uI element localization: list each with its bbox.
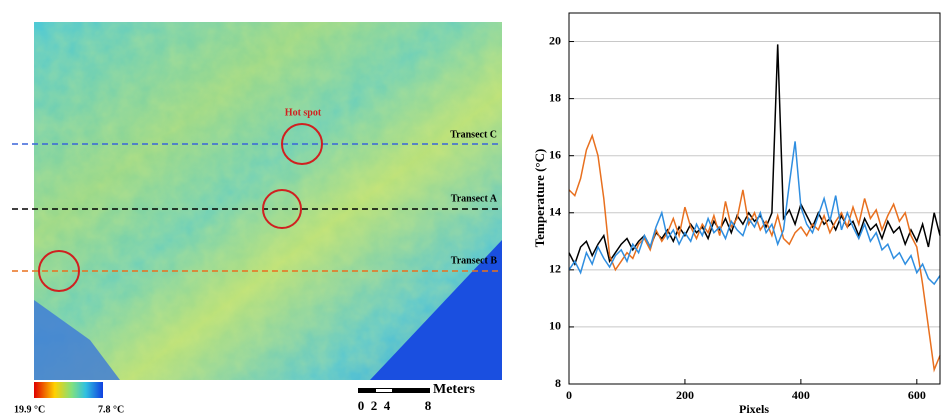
colorbar-label: 7.8 °C bbox=[98, 404, 124, 415]
y-tick-label: 14 bbox=[549, 205, 561, 219]
hot-spot-circle bbox=[38, 250, 80, 292]
y-tick-label: 20 bbox=[549, 33, 561, 47]
scale-tick: 0 bbox=[358, 398, 365, 413]
x-tick-label: 400 bbox=[792, 388, 810, 402]
x-axis-label: Pixels bbox=[739, 402, 769, 416]
y-axis-label: Temperature (°C) bbox=[532, 149, 547, 248]
scale-tick: 8 bbox=[425, 398, 432, 413]
hot-spot-circle bbox=[262, 189, 302, 229]
transect-label: Transect A bbox=[451, 193, 498, 204]
y-tick-label: 18 bbox=[549, 90, 561, 104]
plot-frame bbox=[568, 12, 941, 385]
line-series bbox=[568, 133, 941, 373]
x-tick-label: 0 bbox=[566, 388, 572, 402]
scale-unit: Meters bbox=[433, 382, 476, 397]
colorbar-label: 19.9 °C bbox=[14, 404, 45, 415]
y-tick-label: 16 bbox=[549, 147, 561, 161]
line-series bbox=[568, 141, 941, 286]
y-tick-label: 10 bbox=[549, 319, 561, 333]
line-series bbox=[568, 44, 941, 267]
transect-label: Transect C bbox=[450, 129, 497, 140]
colorbar bbox=[34, 382, 103, 398]
y-tick-label: 8 bbox=[555, 376, 561, 390]
scale-tick: 4 bbox=[384, 398, 391, 413]
hot-spot-circle bbox=[281, 123, 323, 165]
x-tick-label: 600 bbox=[908, 388, 926, 402]
scale-tick: 2 bbox=[371, 398, 378, 413]
thermal-image bbox=[34, 22, 502, 380]
y-tick-label: 12 bbox=[549, 262, 561, 276]
x-tick-label: 200 bbox=[676, 388, 694, 402]
scale-bar bbox=[358, 388, 430, 393]
transect-label: Transect B bbox=[451, 255, 498, 266]
hot-spot-label: Hot spot bbox=[285, 107, 322, 118]
